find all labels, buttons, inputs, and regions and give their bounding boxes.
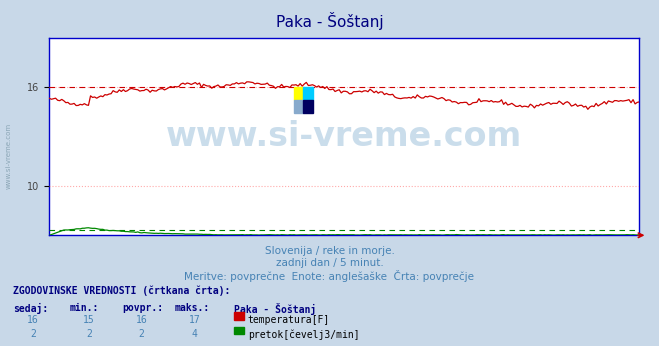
Text: 2: 2 <box>86 329 92 339</box>
Text: min.:: min.: <box>69 303 99 313</box>
Text: 16: 16 <box>136 315 148 325</box>
Text: www.si-vreme.com: www.si-vreme.com <box>166 120 523 153</box>
Text: temperatura[F]: temperatura[F] <box>248 315 330 325</box>
Text: Meritve: povprečne  Enote: anglešaške  Črta: povprečje: Meritve: povprečne Enote: anglešaške Črt… <box>185 270 474 282</box>
Text: zadnji dan / 5 minut.: zadnji dan / 5 minut. <box>275 258 384 268</box>
Text: 2: 2 <box>139 329 144 339</box>
Text: pretok[čevelj3/min]: pretok[čevelj3/min] <box>248 329 359 340</box>
Text: 16: 16 <box>27 315 39 325</box>
Text: 17: 17 <box>188 315 200 325</box>
Text: maks.:: maks.: <box>175 303 210 313</box>
Text: 4: 4 <box>192 329 197 339</box>
Text: sedaj:: sedaj: <box>13 303 48 314</box>
Text: ZGODOVINSKE VREDNOSTI (črtkana črta):: ZGODOVINSKE VREDNOSTI (črtkana črta): <box>13 285 231 296</box>
Text: Slovenija / reke in morje.: Slovenija / reke in morje. <box>264 246 395 256</box>
Text: Paka - Šoštanj: Paka - Šoštanj <box>234 303 316 315</box>
Text: povpr.:: povpr.: <box>122 303 163 313</box>
Text: 15: 15 <box>83 315 95 325</box>
Text: Paka - Šoštanj: Paka - Šoštanj <box>275 12 384 30</box>
Text: www.si-vreme.com: www.si-vreme.com <box>5 122 12 189</box>
Text: 2: 2 <box>30 329 36 339</box>
